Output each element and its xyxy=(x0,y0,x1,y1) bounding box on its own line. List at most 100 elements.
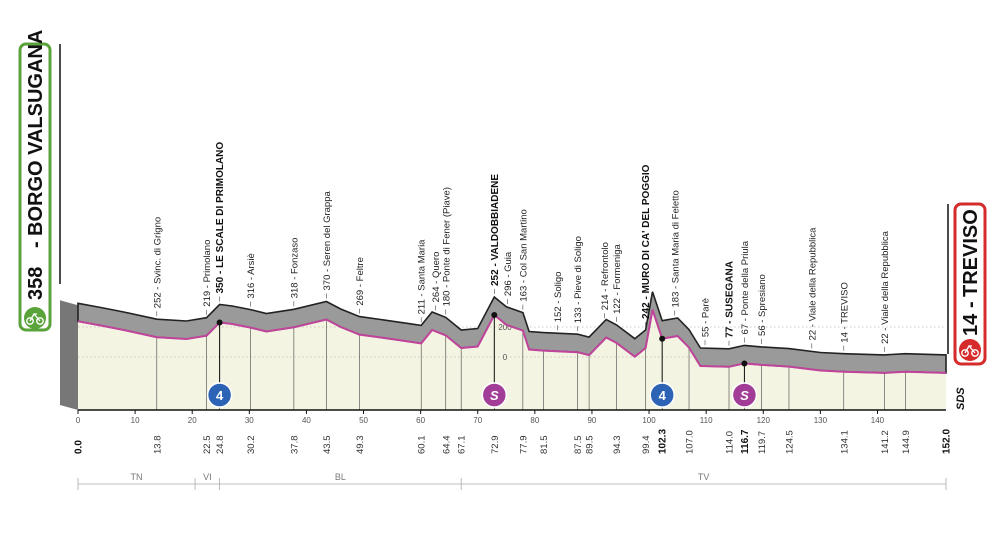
waypoint-km-label: 60.1 xyxy=(417,436,428,455)
km-tick-label: 110 xyxy=(700,416,713,425)
waypoint-km-label: 116.7 xyxy=(740,429,751,454)
waypoint-label: 183 - Santa Maria di Feletto xyxy=(670,190,681,307)
province-label: TN xyxy=(131,472,143,482)
waypoint-km-label: 141.2 xyxy=(880,430,891,454)
elevation-tick-label: 200 xyxy=(498,323,512,332)
waypoint-label: 133 - Pieve di Soligo xyxy=(573,236,584,323)
start-km-label: 0.0 xyxy=(74,440,85,454)
waypoint-km-label: 13.8 xyxy=(152,436,163,455)
finish-badge-frame xyxy=(953,202,987,366)
waypoint-km-label: 72.9 xyxy=(490,436,501,455)
km-tick-label: 100 xyxy=(642,416,656,425)
waypoint-label: 67 - Ponte della Priula xyxy=(740,240,751,334)
start-badge: 358 - BORGO VALSUGANA xyxy=(18,30,61,332)
waypoint-label: 252 - VALDOBBIADENE xyxy=(490,174,501,286)
waypoint-label: 214 - Refrontolo xyxy=(600,242,611,310)
finish-km-label: 152.0 xyxy=(942,429,953,454)
waypoint-label: 122 - Formeniga xyxy=(612,243,623,313)
waypoint-label: 163 - Col San Martino xyxy=(518,209,529,301)
waypoint-km-label: 22.5 xyxy=(202,436,213,455)
climb-sprint-markers: 4 4 S S xyxy=(206,312,758,408)
sprint-marker xyxy=(481,382,508,408)
climb-category-marker xyxy=(206,382,233,408)
waypoint-km-label: 107.0 xyxy=(685,430,696,454)
km-tick-label: 0 xyxy=(76,416,81,425)
waypoint-km-label: 81.5 xyxy=(539,436,550,455)
km-tick-label: 140 xyxy=(871,416,885,425)
km-tick-label: 30 xyxy=(245,416,254,425)
waypoint-km-label: 77.9 xyxy=(518,436,529,455)
km-tick-label: 90 xyxy=(587,416,596,425)
waypoint-km-label: 102.3 xyxy=(658,429,669,454)
km-axis: 0 10 20 30 40 50 60 70 80 90 100 110 120 130 140 xyxy=(76,409,946,425)
km-tick-label: 120 xyxy=(757,416,771,425)
province-bands: TN VI BL TV xyxy=(77,472,947,490)
start-elevation: 358 xyxy=(25,267,47,300)
bike-icon-frame xyxy=(964,344,976,354)
bike-icon-wheel xyxy=(36,317,44,325)
waypoint-km-label: 119.7 xyxy=(757,431,768,454)
waypoint-km-label: 87.5 xyxy=(573,436,584,455)
finish-dash: - xyxy=(960,301,982,308)
waypoint-km-label: 24.8 xyxy=(215,436,226,455)
climb-category-marker xyxy=(649,382,675,408)
start-name: BORGO VALSUGANA xyxy=(25,30,47,236)
sprint-label: S xyxy=(740,388,749,403)
waypoint-km-label: 49.3 xyxy=(355,436,366,455)
finish-badge: 14 - TREVISO SDS xyxy=(947,202,987,410)
start-badge-frame xyxy=(18,42,52,332)
bike-icon xyxy=(24,307,46,329)
km-tick-label: 70 xyxy=(473,416,482,425)
sprint-pin-dot xyxy=(741,360,748,367)
waypoint-km-label: 67.1 xyxy=(457,436,468,455)
waypoint-labels: 252 - Svinc. di Grigno 219 - Primolano 350… xyxy=(152,142,891,344)
waypoint-km-label: 89.5 xyxy=(585,436,596,455)
sprint-pin-dot xyxy=(491,312,498,318)
waypoint-km-label: 64.4 xyxy=(441,436,452,455)
waypoint-label: 219 - Primolano xyxy=(202,240,213,307)
sprint-marker xyxy=(731,382,758,408)
waypoint-label: 55 - Parè xyxy=(701,298,712,337)
km-tick-label: 130 xyxy=(814,416,828,425)
waypoint-km-label: 144.9 xyxy=(901,430,912,454)
climb-pin-dot xyxy=(216,319,223,326)
km-tick-label: 60 xyxy=(416,416,425,425)
waypoint-label: 296 - Guia xyxy=(503,251,514,296)
km-tick-label: 20 xyxy=(188,416,197,425)
waypoint-label: 180 - Ponte di Fener (Piave) xyxy=(441,187,452,306)
province-label: TV xyxy=(698,472,710,482)
bike-icon-wheel xyxy=(26,317,34,325)
waypoint-label: 152 - Soligo xyxy=(553,272,564,323)
climb-pin-dot xyxy=(659,335,666,342)
elevation-tick-label: 0 xyxy=(503,353,508,362)
km-tick-label: 50 xyxy=(359,416,368,425)
waypoint-label: 56 - Spresiano xyxy=(757,274,768,336)
waypoint-label: 252 - Svinc. di Grigno xyxy=(152,217,163,308)
start-dash: - xyxy=(25,241,47,248)
waypoint-label: 242 - MURO DI CA' DEL POGGIO xyxy=(641,164,652,319)
waypoint-label: 22 - Viale della Repubblica xyxy=(807,227,818,341)
province-label: VI xyxy=(203,472,212,482)
sds-logo: SDS xyxy=(955,387,967,410)
waypoint-km-label: 30.2 xyxy=(246,436,257,455)
climb-category-label: 4 xyxy=(216,388,224,403)
waypoint-label: 269 - Feltre xyxy=(355,257,366,306)
road-line xyxy=(77,309,947,374)
climb-category-label: 4 xyxy=(659,388,667,403)
km-tick-label: 80 xyxy=(530,416,539,425)
waypoint-label: 318 - Fonzaso xyxy=(289,238,300,299)
finish-name: TREVISO xyxy=(960,209,982,297)
finish-elevation: 14 xyxy=(960,313,982,336)
waypoint-label: 211 - Santa Maria xyxy=(417,239,428,315)
bike-icon xyxy=(959,339,981,361)
waypoint-label: 350 - LE SCALE DI PRIMOLANO xyxy=(215,142,226,294)
sprint-label: S xyxy=(490,388,499,403)
waypoint-label: 22 - Viale della Repubblica xyxy=(880,230,891,344)
waypoint-label: 370 - Seren del Grappa xyxy=(322,190,333,290)
waypoint-label: 316 - Arsiè xyxy=(246,253,257,298)
waypoint-km-label: 114.0 xyxy=(725,431,736,454)
bike-icon-frame xyxy=(29,312,41,322)
side-wall xyxy=(60,300,78,410)
